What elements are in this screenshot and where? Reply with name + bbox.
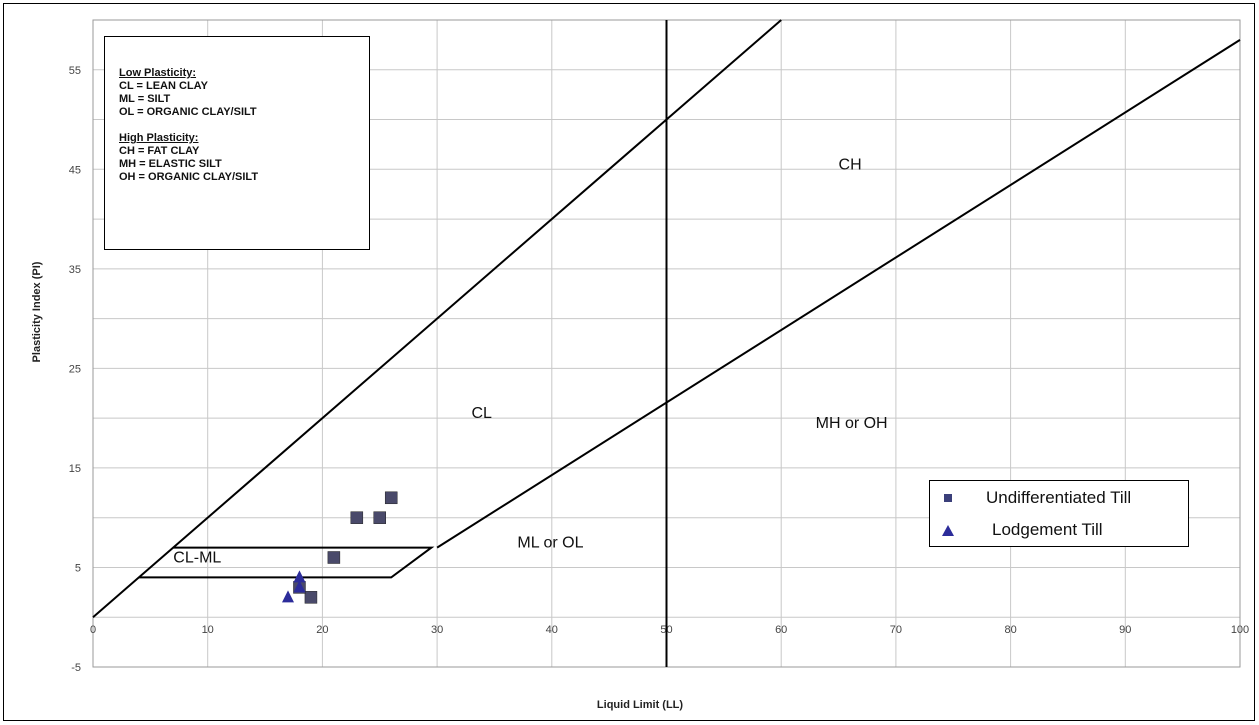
data-points	[281, 491, 398, 604]
soil-classification-key: Low Plasticity: CL = LEAN CLAY ML = SILT…	[104, 36, 370, 250]
y-tick-label: 55	[69, 65, 81, 77]
a-line-line	[436, 39, 1241, 549]
lodgement-till-point	[281, 590, 294, 603]
legend: Undifferentiated Till Lodgement Till	[929, 480, 1189, 547]
x-tick-label: 0	[90, 624, 96, 636]
x-tick-label: 40	[546, 624, 558, 636]
low-plasticity-heading: Low Plasticity:	[119, 67, 197, 79]
y-tick-label: 5	[75, 562, 81, 574]
x-tick-label: 20	[316, 624, 328, 636]
y-tick-label: 35	[69, 264, 81, 276]
undifferentiated-till-point	[304, 591, 318, 604]
x-tick-label: 50	[660, 624, 672, 636]
undifferentiated-till-point	[327, 551, 341, 564]
key-item-mh: MH = ELASTIC SILT	[119, 158, 222, 170]
x-tick-label: 10	[202, 624, 214, 636]
key-item-ol: OL = ORGANIC CLAY/SILT	[119, 106, 257, 118]
x-tick-label: 70	[890, 624, 902, 636]
y-tick-label: 25	[69, 363, 81, 375]
legend-label: Lodgement Till	[992, 520, 1103, 539]
y-tick-label: 45	[69, 164, 81, 176]
zone-label: CL	[472, 405, 493, 422]
triangle-marker-icon	[942, 524, 954, 536]
zone-label: CH	[839, 156, 862, 173]
zone-label: ML or OL	[517, 535, 583, 552]
zone-label: CL-ML	[173, 549, 221, 566]
x-tick-label: 100	[1231, 624, 1249, 636]
cl-ml-zone-line	[138, 546, 435, 579]
zone-labels: CH CL MH or OH ML or OL CL-ML	[173, 156, 887, 566]
undifferentiated-till-point	[373, 511, 386, 524]
x-tick-label: 80	[1004, 624, 1016, 636]
y-tick-label: -5	[71, 662, 81, 674]
lodgement-till-point	[293, 580, 306, 593]
key-item-ml: ML = SILT	[119, 93, 171, 105]
undifferentiated-till-point	[350, 511, 364, 524]
y-tick-label: 15	[69, 463, 81, 475]
classification-lines	[92, 19, 1241, 667]
x-axis-title: Liquid Limit (LL)	[597, 699, 683, 711]
x-tick-label: 60	[775, 624, 787, 636]
legend-label: Undifferentiated Till	[986, 488, 1132, 507]
y-axis-title: Plasticity Index (PI)	[31, 261, 43, 362]
legend-entry-lodgement: Lodgement Till	[930, 518, 1103, 542]
high-plasticity-heading: High Plasticity:	[119, 132, 199, 144]
key-item-cl: CL = LEAN CLAY	[119, 80, 208, 92]
legend-entry-undifferentiated: Undifferentiated Till	[930, 486, 1131, 510]
axis-ticks: 0 10 20 30 40 50 60 70 80 90 100 -5 5 15 25 35 45 55	[69, 65, 1249, 674]
lodgement-till-point	[293, 570, 306, 583]
key-item-oh: OH = ORGANIC CLAY/SILT	[119, 171, 259, 183]
square-marker-icon	[944, 494, 952, 502]
x-tick-label: 30	[431, 624, 443, 636]
key-item-ch: CH = FAT CLAY	[119, 145, 200, 157]
undifferentiated-till-point	[384, 491, 398, 505]
zone-label: MH or OH	[816, 415, 888, 432]
x-tick-label: 90	[1119, 624, 1131, 636]
